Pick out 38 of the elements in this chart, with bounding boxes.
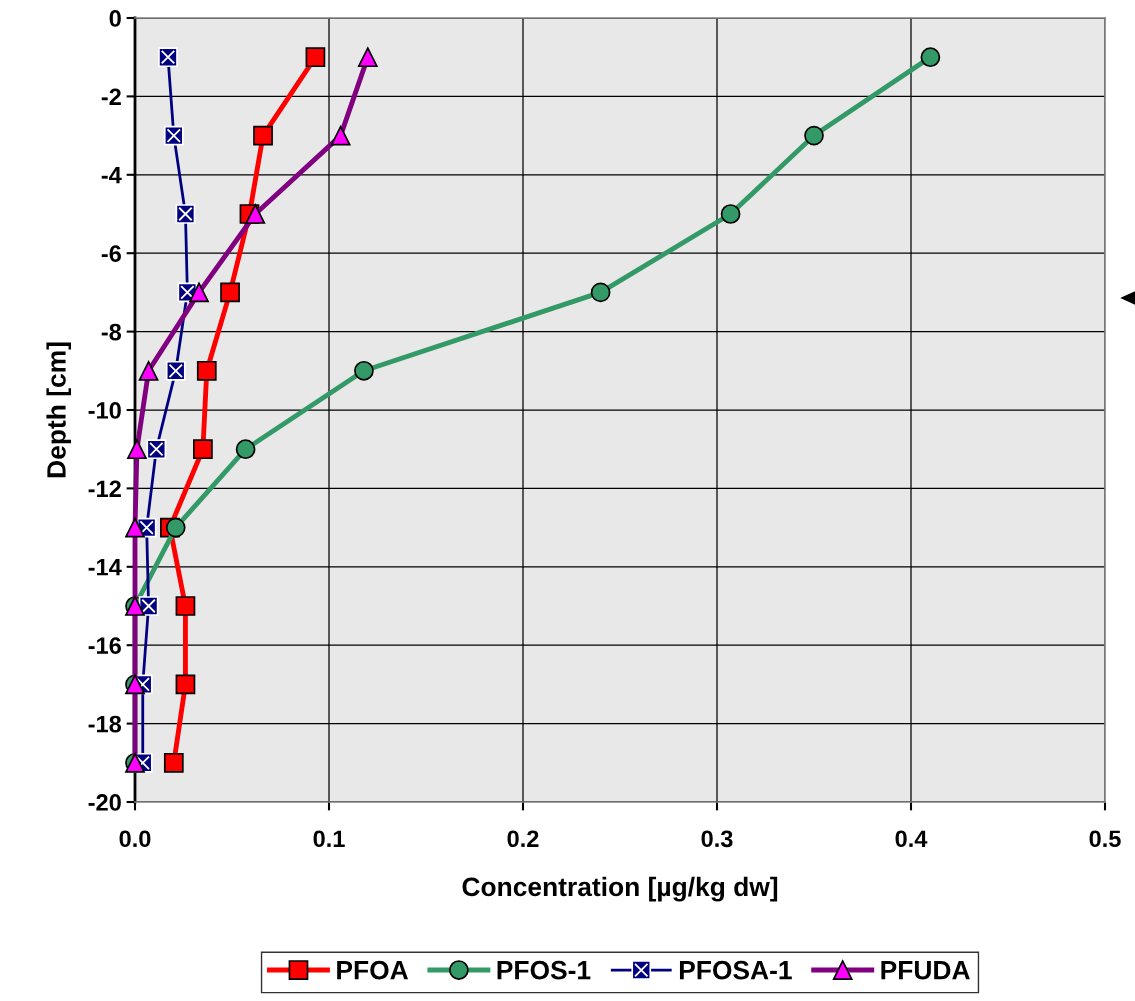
x-tick-label: 0.3 (701, 830, 733, 848)
point (235, 439, 256, 460)
y-tick-label: -2 (101, 88, 121, 105)
point (920, 47, 941, 68)
y-axis-title: Depth [cm] (46, 342, 72, 478)
point (193, 439, 213, 460)
x-tick-label: 0.1 (313, 830, 345, 848)
legend-label: PFOA (337, 960, 409, 980)
y-tick-label: -20 (88, 794, 121, 811)
y-tick-label: -12 (88, 480, 121, 497)
point (175, 596, 196, 616)
point (305, 47, 326, 68)
x-axis-title: Concentration [µg/kg dw] (462, 876, 778, 902)
legend-label: PFUDA (881, 961, 970, 980)
legend-label: PFOSA-1 (679, 960, 792, 980)
y-tick-label: -14 (88, 559, 122, 576)
point (220, 282, 240, 303)
legend-label: PFOS-1 (497, 960, 591, 980)
point (163, 752, 184, 773)
point (354, 360, 374, 381)
x-tick-label: 0.5 (1089, 830, 1121, 848)
point (175, 674, 196, 695)
x-tick-label: 0.0 (119, 830, 151, 848)
y-tick-label: -6 (101, 245, 121, 262)
y-tick-label: -4 (101, 167, 122, 184)
point (165, 517, 186, 538)
point (253, 125, 273, 146)
point (720, 204, 741, 224)
x-tick-label: 0.2 (507, 830, 539, 848)
y-tick-label: -8 (101, 323, 122, 341)
x-tick-label: 0.4 (895, 830, 928, 848)
y-tick-label: -16 (88, 637, 121, 654)
point (590, 282, 611, 303)
y-tick-label: -10 (88, 402, 121, 419)
y-tick-label: 0 (109, 10, 121, 27)
point (196, 360, 217, 381)
point (804, 125, 824, 146)
y-tick-label: -18 (88, 715, 122, 733)
